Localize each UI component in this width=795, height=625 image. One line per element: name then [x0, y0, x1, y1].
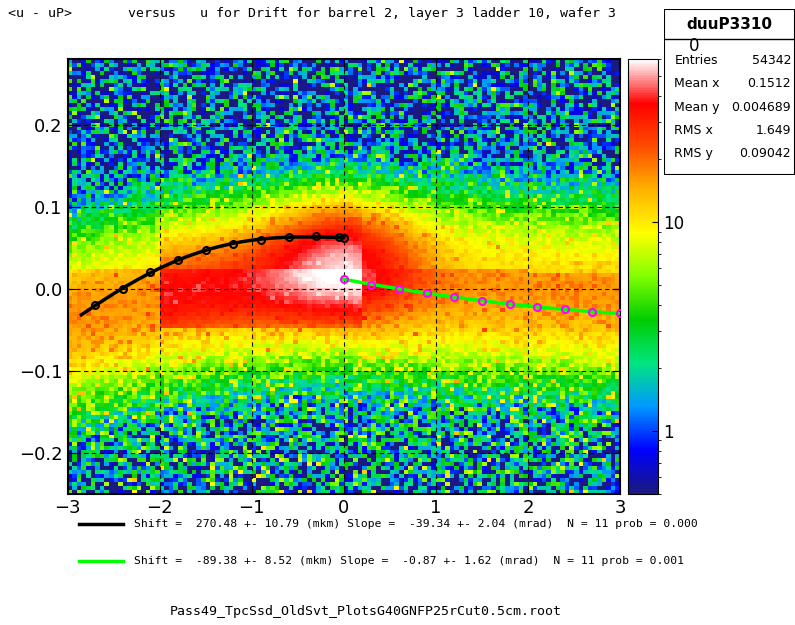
Text: Mean y: Mean y [674, 101, 719, 114]
Text: 1.649: 1.649 [755, 124, 791, 137]
Text: Mean x: Mean x [674, 78, 719, 91]
Text: 54342: 54342 [751, 54, 791, 68]
Text: RMS y: RMS y [674, 147, 713, 160]
Text: duuP3310: duuP3310 [686, 17, 773, 32]
Text: 0: 0 [689, 37, 700, 55]
Text: 0.004689: 0.004689 [731, 101, 791, 114]
Text: Entries: Entries [674, 54, 718, 68]
Text: Pass49_TpcSsd_OldSvt_PlotsG40GNFP25rCut0.5cm.root: Pass49_TpcSsd_OldSvt_PlotsG40GNFP25rCut0… [169, 604, 562, 618]
Text: Shift =  -89.38 +- 8.52 (mkm) Slope =  -0.87 +- 1.62 (mrad)  N = 11 prob = 0.001: Shift = -89.38 +- 8.52 (mkm) Slope = -0.… [134, 556, 684, 566]
Text: <u - uP>       versus   u for Drift for barrel 2, layer 3 ladder 10, wafer 3: <u - uP> versus u for Drift for barrel 2… [8, 8, 616, 21]
Text: 0.09042: 0.09042 [739, 147, 791, 160]
Text: Shift =  270.48 +- 10.79 (mkm) Slope =  -39.34 +- 2.04 (mrad)  N = 11 prob = 0.0: Shift = 270.48 +- 10.79 (mkm) Slope = -3… [134, 519, 698, 529]
Text: 0.1512: 0.1512 [747, 78, 791, 91]
Text: RMS x: RMS x [674, 124, 713, 137]
